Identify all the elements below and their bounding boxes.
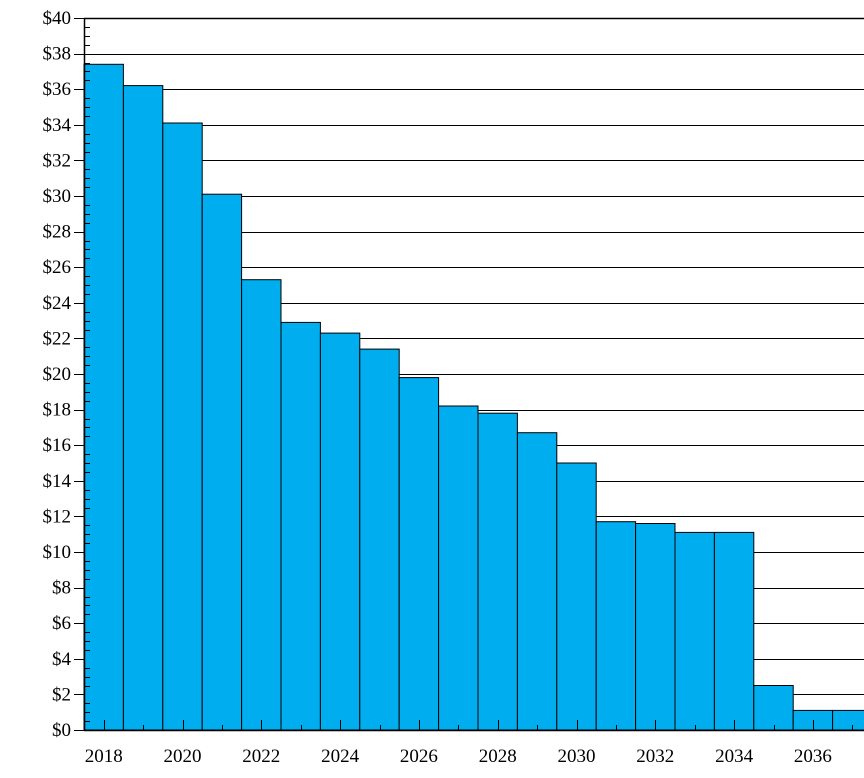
x-tick-label: 2030	[558, 746, 596, 767]
x-tick-label: 2028	[479, 746, 517, 767]
bar-2033	[674, 531, 715, 731]
bar-2026	[398, 377, 440, 731]
x-tick-label: 2032	[636, 746, 674, 767]
y-tick-label: $40	[43, 8, 72, 29]
bar-2023	[280, 321, 321, 731]
bar-2027	[438, 405, 479, 731]
y-tick-label: $18	[43, 400, 72, 421]
y-tick-label: $38	[43, 44, 72, 65]
bar-2024	[319, 332, 361, 731]
bar-2035	[753, 685, 794, 731]
y-tick-label: $10	[43, 542, 72, 563]
x-tick-label: 2036	[794, 746, 832, 767]
x-tick-label: 2020	[164, 746, 202, 767]
x-tick-label: 2024	[321, 746, 360, 767]
bar-2029	[516, 432, 558, 731]
bar-2025	[359, 348, 400, 731]
y-tick-label: $24	[43, 293, 72, 314]
y-tick-label: $2	[52, 684, 71, 705]
y-tick-label: $30	[43, 186, 72, 207]
y-tick-label: $16	[43, 435, 72, 456]
x-tick-label: 2026	[400, 746, 438, 767]
y-tick-label: $22	[43, 328, 72, 349]
y-tick-label: $12	[43, 506, 72, 527]
y-tick-label: $36	[43, 79, 72, 100]
x-tick-label: 2034	[715, 746, 754, 767]
x-tick-label: 2018	[85, 746, 123, 767]
bar-2028	[477, 412, 518, 731]
axes	[74, 17, 864, 732]
bar-2037	[832, 709, 864, 731]
bar-2032	[635, 523, 676, 731]
bars	[83, 63, 864, 731]
y-tick-label: $28	[43, 222, 72, 243]
bar-2030	[556, 462, 597, 731]
bar-2018	[83, 63, 124, 731]
y-tick-label: $4	[52, 649, 72, 670]
x-tick-label: 2022	[242, 746, 280, 767]
bar-2021	[201, 193, 243, 731]
bar-2020	[162, 122, 203, 731]
y-tick-label: $6	[52, 613, 71, 634]
bar-2031	[595, 521, 637, 731]
y-tick-label: $14	[43, 471, 72, 492]
y-tick-label: $20	[43, 364, 72, 385]
bar-2034	[713, 531, 755, 731]
y-tick-label: $34	[43, 115, 72, 136]
y-tick-label: $0	[52, 720, 71, 741]
y-tick-label: $8	[52, 578, 71, 599]
bar-2022	[241, 279, 282, 731]
y-tick-label: $32	[43, 150, 72, 171]
bar-2036	[792, 709, 834, 731]
tick-labels: $0 $2 $4 $6 $8 $10 $12 $14 $16 $18 $20 $22 $24 $26 $28…	[43, 8, 832, 767]
bar-2019	[122, 85, 164, 731]
y-tick-label: $26	[43, 257, 72, 278]
